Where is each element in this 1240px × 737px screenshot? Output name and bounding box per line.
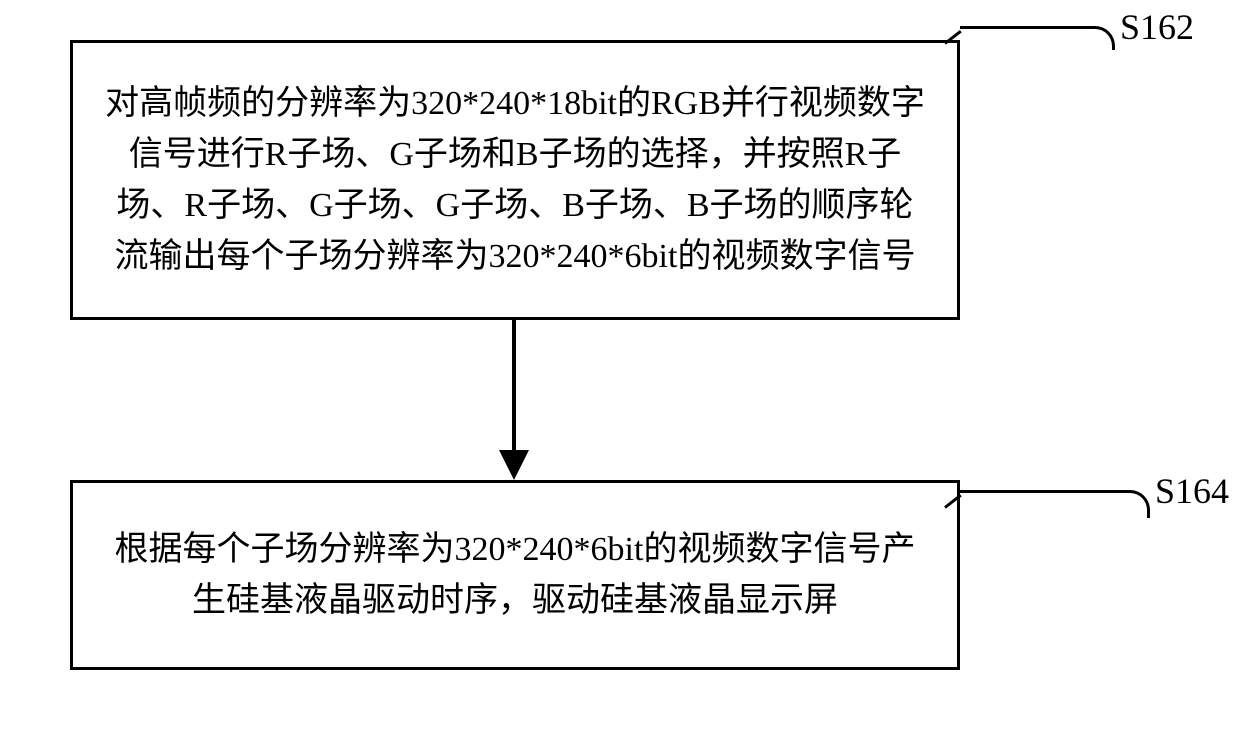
arrow-downward — [505, 320, 525, 480]
box-text-s164: 根据每个子场分辨率为320*240*6bit的视频数字信号产生硅基液晶驱动时序，… — [103, 524, 927, 626]
label-s164: S164 — [1155, 470, 1229, 512]
arrow-line — [512, 320, 516, 455]
flowchart-container: 对高帧频的分辨率为320*240*18bit的RGB并行视频数字信号进行R子场、… — [0, 0, 1240, 737]
flowchart-box-s162: 对高帧频的分辨率为320*240*18bit的RGB并行视频数字信号进行R子场、… — [70, 40, 960, 320]
arrow-head-icon — [499, 450, 529, 480]
flowchart-box-s164: 根据每个子场分辨率为320*240*6bit的视频数字信号产生硅基液晶驱动时序，… — [70, 480, 960, 670]
label-connector-bottom — [960, 490, 1150, 518]
box-text-s162: 对高帧频的分辨率为320*240*18bit的RGB并行视频数字信号进行R子场、… — [103, 78, 927, 282]
label-s162: S162 — [1120, 6, 1194, 48]
label-connector-top — [960, 26, 1115, 50]
